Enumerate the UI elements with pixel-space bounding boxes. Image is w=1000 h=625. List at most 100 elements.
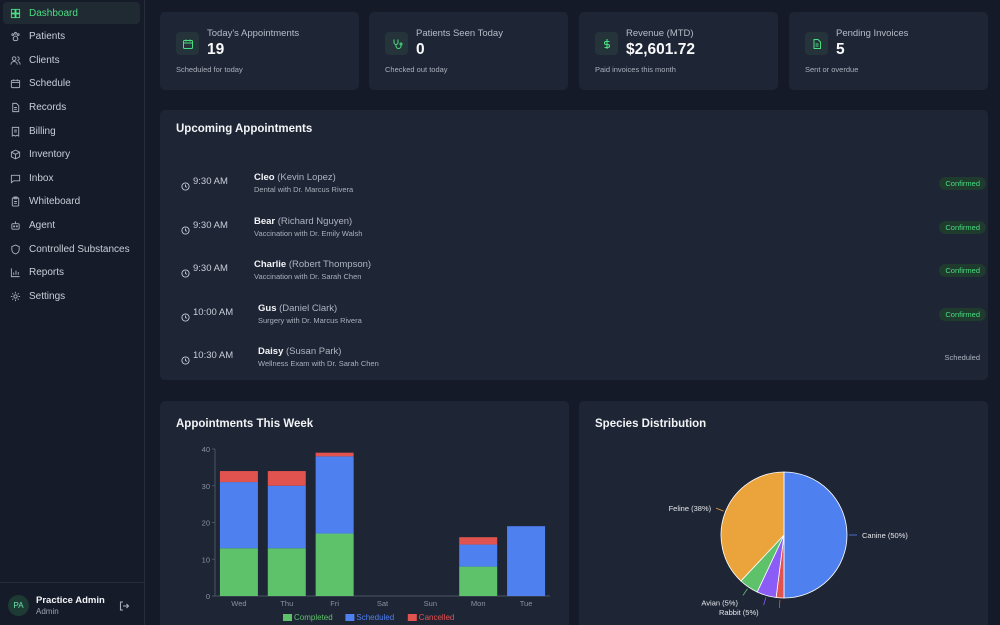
calendar-icon: [9, 78, 21, 90]
bar-scheduled[interactable]: [459, 544, 498, 567]
sidebar-item-label: Agent: [29, 219, 56, 231]
pie-slice-canine[interactable]: [783, 471, 848, 599]
sidebar-item-label: Records: [29, 101, 67, 113]
dollar-icon: [595, 32, 618, 55]
appointment-row[interactable]: 9:30 AM Cleo (Kevin Lopez) Dental with Dr.…: [176, 169, 986, 209]
appointment-time: 9:30 AM: [193, 219, 228, 231]
stat-title: Patients Seen Today: [416, 28, 503, 39]
bar-scheduled[interactable]: [267, 485, 306, 549]
bar-cancelled[interactable]: [315, 452, 354, 457]
y-tick-label: 30: [202, 482, 210, 491]
appointment-row[interactable]: 10:00 AM Gus (Daniel Clark) Surgery with D…: [176, 300, 986, 340]
user-profile: PA Practice Admin Admin: [0, 582, 145, 625]
bar-scheduled[interactable]: [507, 526, 546, 596]
appointment-detail: Surgery with Dr. Marcus Rivera: [258, 315, 362, 325]
owner-name: (Kevin Lopez): [277, 172, 336, 183]
sidebar-item-records[interactable]: Records: [3, 96, 140, 118]
bar-completed[interactable]: [459, 566, 498, 596]
bar-completed[interactable]: [315, 533, 354, 596]
dashboard-icon: [9, 7, 21, 19]
sidebar-item-schedule[interactable]: Schedule: [3, 73, 140, 95]
appointment-detail: Vaccination with Dr. Emily Walsh: [254, 228, 363, 238]
sidebar-item-label: Billing: [29, 125, 56, 137]
clock-icon: [181, 309, 190, 322]
bar-scheduled[interactable]: [219, 482, 258, 549]
x-tick-label: Wed: [231, 599, 246, 608]
document-icon: [805, 32, 828, 55]
sidebar-item-inbox[interactable]: Inbox: [3, 167, 140, 189]
stat-card-appointments: Today's Appointments 19 Scheduled for to…: [160, 12, 359, 90]
pie-slice-feline[interactable]: [720, 471, 785, 582]
bar-completed[interactable]: [219, 548, 258, 596]
clock-icon: [181, 222, 190, 235]
calendar-icon: [176, 32, 199, 55]
box-icon: [9, 149, 21, 161]
owner-name: (Robert Thompson): [288, 259, 372, 270]
stat-value: 5: [836, 41, 845, 58]
sidebar-item-settings[interactable]: Settings: [3, 285, 140, 307]
sidebar-item-controlled-substances[interactable]: Controlled Substances: [3, 238, 140, 260]
clock-icon: [181, 265, 190, 278]
sidebar-item-reports[interactable]: Reports: [3, 262, 140, 284]
owner-name: (Susan Park): [286, 346, 342, 357]
bar-scheduled[interactable]: [315, 456, 354, 534]
stat-card-revenue: Revenue (MTD) $2,601.72 Paid invoices th…: [579, 12, 778, 90]
sidebar-item-clients[interactable]: Clients: [3, 49, 140, 71]
x-tick-label: Thu: [280, 599, 293, 608]
stat-value: $2,601.72: [626, 41, 695, 58]
avatar: PA: [8, 595, 29, 616]
x-tick-label: Sun: [424, 599, 437, 608]
upcoming-appointments-card: Upcoming Appointments 9:30 AM Cleo (Kevin…: [160, 110, 988, 380]
appointment-row[interactable]: 9:30 AM Charlie (Robert Thompson) Vaccinat…: [176, 256, 986, 296]
message-icon: [9, 172, 21, 184]
legend-label: Scheduled: [356, 613, 394, 622]
appointment-row[interactable]: 9:30 AM Bear (Richard Nguyen) Vaccination …: [176, 213, 986, 253]
status-badge: Confirmed: [939, 264, 986, 277]
stat-subtitle: Checked out today: [385, 65, 448, 74]
chart-title: Appointments This Week: [176, 418, 314, 430]
user-role: Admin: [36, 607, 59, 616]
sidebar-item-inventory[interactable]: Inventory: [3, 144, 140, 166]
legend-swatch: [345, 614, 355, 621]
stethoscope-icon: [385, 32, 408, 55]
x-tick-label: Fri: [330, 599, 339, 608]
logout-icon[interactable]: [118, 599, 130, 611]
clipboard-icon: [9, 196, 21, 208]
y-tick-label: 0: [206, 592, 210, 601]
stat-card-pending-invoices: Pending Invoices 5 Sent or overdue: [789, 12, 988, 90]
bar-completed[interactable]: [267, 548, 306, 596]
sidebar-item-label: Patients: [29, 31, 66, 43]
stat-title: Revenue (MTD): [626, 28, 694, 39]
sidebar-item-billing[interactable]: Billing: [3, 120, 140, 142]
appointment-row[interactable]: 10:30 AM Daisy (Susan Park) Wellness Exam …: [176, 343, 986, 383]
bot-icon: [9, 219, 21, 231]
sidebar-item-label: Settings: [29, 290, 66, 302]
status-badge: Scheduled: [944, 353, 980, 362]
users-icon: [9, 54, 21, 66]
sidebar-item-agent[interactable]: Agent: [3, 214, 140, 236]
stat-subtitle: Paid invoices this month: [595, 65, 676, 74]
legend-swatch: [407, 614, 417, 621]
pie-label: Rabbit (5%): [719, 608, 759, 617]
sidebar-item-label: Whiteboard: [29, 196, 81, 208]
appointment-time: 10:30 AM: [193, 350, 234, 361]
bar-chart-icon: [9, 267, 21, 279]
sidebar-item-label: Controlled Substances: [29, 243, 130, 255]
appointment-detail: Dental with Dr. Marcus Rivera: [254, 185, 354, 194]
shield-icon: [9, 243, 21, 255]
legend-label: Cancelled: [419, 613, 455, 622]
bar-cancelled[interactable]: [267, 471, 306, 486]
bar-cancelled[interactable]: [459, 537, 498, 545]
sidebar-item-whiteboard[interactable]: Whiteboard: [3, 191, 140, 213]
gear-icon: [9, 290, 21, 302]
owner-name: (Richard Nguyen): [277, 215, 353, 227]
sidebar-item-dashboard[interactable]: Dashboard: [3, 2, 140, 24]
pie-leader-line: [779, 599, 781, 608]
stat-subtitle: Scheduled for today: [176, 65, 243, 74]
appointment-time: 9:30 AM: [193, 176, 228, 187]
appointment-detail: Vaccination with Dr. Sarah Chen: [254, 272, 362, 281]
bar-cancelled[interactable]: [219, 471, 258, 483]
appointment-time: 9:30 AM: [193, 263, 228, 274]
appointment-detail: Wellness Exam with Dr. Sarah Chen: [258, 359, 379, 368]
sidebar-item-patients[interactable]: Patients: [3, 26, 140, 48]
